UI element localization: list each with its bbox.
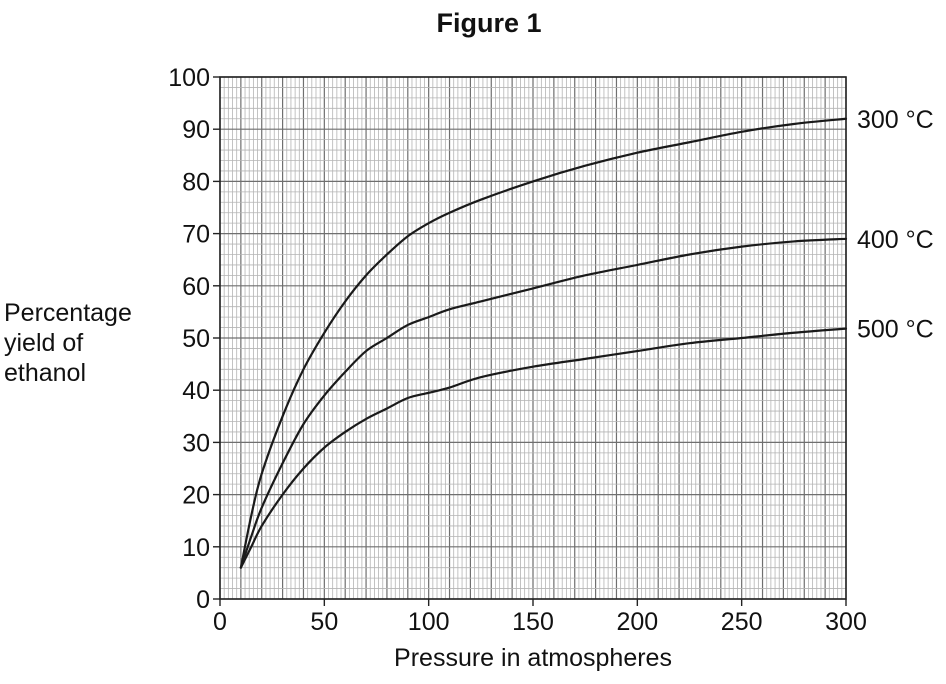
x-tick-label: 150 — [512, 608, 554, 636]
y-tick-label: 50 — [182, 325, 210, 353]
series-labels: 300 °C 400 °C 500 °C — [857, 106, 934, 344]
x-tick-label: 250 — [721, 608, 763, 636]
x-tick-label: 200 — [616, 608, 658, 636]
y-axis-label-line-3: ethanol — [4, 359, 87, 387]
y-tick-label: 90 — [182, 116, 210, 144]
y-axis-label-line-2: yield of — [4, 329, 84, 357]
y-tick-label: 70 — [182, 221, 210, 249]
y-tick-label: 60 — [182, 273, 210, 301]
y-tick-label: 100 — [168, 64, 210, 92]
series-label-0: 300 °C — [857, 106, 934, 134]
series-lines — [239, 117, 848, 569]
series-line-0 — [239, 117, 848, 569]
chart-title: Figure 1 — [436, 8, 542, 38]
y-tick-label: 30 — [182, 429, 210, 457]
y-axis-label: Percentage yield of ethanol — [4, 298, 132, 388]
x-tick-label: 0 — [213, 608, 227, 636]
x-tick-label: 300 — [825, 608, 867, 636]
y-tick-label: 0 — [196, 586, 210, 614]
x-tick-label: 50 — [310, 608, 338, 636]
axis-ticks: 0 50 100 150 200 250 300 0 10 20 30 40 50 60 70 80 90 100 — [168, 64, 867, 636]
grid — [219, 76, 847, 600]
y-tick-label: 80 — [182, 168, 210, 196]
y-tick-label: 10 — [182, 534, 210, 562]
x-axis-label: Pressure in atmospheres — [394, 644, 672, 672]
y-tick-label: 20 — [182, 482, 210, 510]
series-label-1: 400 °C — [857, 226, 934, 254]
y-axis-label-line-1: Percentage — [4, 299, 132, 327]
x-tick-label: 100 — [408, 608, 450, 636]
series-line-2 — [239, 327, 848, 569]
series-line-1 — [239, 237, 848, 569]
y-tick-label: 40 — [182, 377, 210, 405]
series-label-2: 500 °C — [857, 316, 934, 344]
